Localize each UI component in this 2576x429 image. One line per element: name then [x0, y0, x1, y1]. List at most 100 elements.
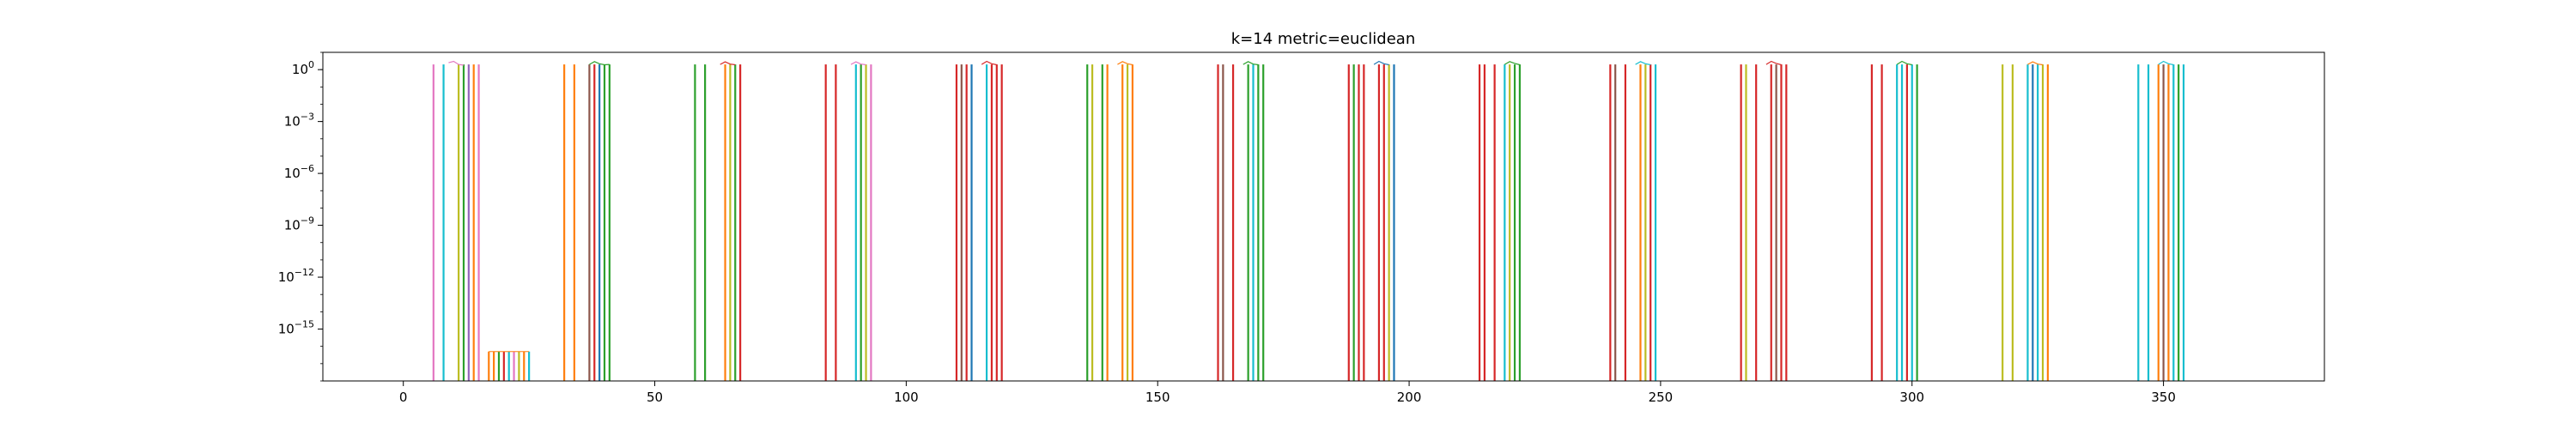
- low-bar: [488, 351, 490, 381]
- bar: [442, 64, 445, 381]
- bar: [2182, 64, 2185, 381]
- bar: [1377, 64, 1381, 381]
- bar: [603, 64, 606, 381]
- bar: [2046, 64, 2049, 381]
- peak-line: [2158, 60, 2174, 66]
- bar: [1262, 64, 1265, 381]
- bar: [1352, 64, 1355, 381]
- bar: [704, 64, 707, 381]
- y-axis: 100 10−3 10−6 10−9 10−12 10−15: [278, 51, 323, 382]
- peak-line: [1117, 61, 1133, 66]
- bar: [1513, 64, 1516, 381]
- x-tick-label: 0: [399, 390, 408, 405]
- bar: [990, 64, 993, 381]
- y-tick-label: 100: [292, 59, 314, 77]
- bar: [2026, 64, 2029, 381]
- bar: [1086, 64, 1089, 381]
- peak-line: [2027, 61, 2044, 66]
- bar: [985, 64, 988, 381]
- bar: [1896, 64, 1899, 381]
- bar: [1509, 64, 1511, 381]
- plot-frame: [322, 51, 2325, 382]
- x-tick-label: 250: [1649, 390, 1674, 405]
- bar: [1654, 64, 1657, 381]
- bar: [1231, 64, 1235, 381]
- low-bar: [493, 351, 495, 381]
- plot-area: 0 50 100 150 200 250 300 350 100 10−3 10−6 10−9 10−…: [278, 51, 2325, 405]
- bar: [955, 64, 958, 381]
- bar: [2178, 64, 2180, 381]
- bar: [1257, 64, 1260, 381]
- bar: [729, 64, 732, 381]
- bar: [1870, 64, 1873, 381]
- plot-background: [323, 52, 2324, 381]
- low-bar: [528, 351, 531, 381]
- bar: [1483, 64, 1486, 381]
- low-bar: [497, 351, 501, 381]
- bar: [1252, 64, 1255, 381]
- bar: [573, 64, 575, 381]
- peak-line: [1504, 61, 1521, 66]
- peak-line: [850, 61, 866, 66]
- bar: [2172, 64, 2175, 381]
- bars-layer: [432, 64, 2185, 381]
- bar: [970, 64, 973, 381]
- bar: [734, 64, 737, 381]
- bar: [1770, 64, 1772, 381]
- bar: [467, 64, 470, 381]
- y-tick-label: 10−6: [284, 163, 314, 181]
- bar: [1000, 64, 1003, 381]
- bar: [593, 64, 596, 381]
- peak-line: [720, 61, 736, 66]
- bar: [1106, 64, 1109, 381]
- bar: [1775, 64, 1777, 381]
- bar: [1388, 64, 1390, 381]
- bar: [824, 64, 827, 381]
- bar: [462, 64, 465, 381]
- bar: [1382, 64, 1385, 381]
- bar: [995, 64, 998, 381]
- x-tick-label: 350: [2151, 390, 2176, 405]
- bar: [2002, 64, 2004, 381]
- y-tick-label: 10−3: [284, 112, 314, 130]
- bar: [477, 64, 480, 381]
- bar: [2011, 64, 2014, 381]
- bar: [1905, 64, 1908, 381]
- x-tick-label: 200: [1397, 390, 1422, 405]
- bar: [432, 64, 434, 381]
- bar: [1217, 64, 1219, 381]
- bar: [588, 64, 591, 381]
- bar: [1780, 64, 1783, 381]
- x-tick-label: 300: [1899, 390, 1924, 405]
- peak-line: [981, 60, 997, 66]
- chart-title: k=14 metric=euclidean: [1231, 30, 1416, 48]
- peak-line: [1635, 61, 1651, 66]
- bar: [1609, 64, 1612, 381]
- bar: [2162, 64, 2165, 381]
- bar: [739, 64, 742, 381]
- bar: [2032, 64, 2034, 381]
- peak-lines-layer: [448, 60, 2174, 66]
- bar: [1649, 64, 1652, 381]
- bar: [694, 64, 696, 381]
- bar: [1126, 64, 1129, 381]
- bar: [1222, 64, 1224, 381]
- bar: [1644, 64, 1647, 381]
- bar: [1121, 64, 1124, 381]
- peak-line: [1242, 61, 1259, 66]
- y-tick-label: 10−12: [278, 267, 314, 285]
- bar: [458, 64, 460, 381]
- bar: [1504, 64, 1506, 381]
- bar: [1358, 64, 1360, 381]
- x-tick-label: 100: [894, 390, 919, 405]
- bar: [870, 64, 872, 381]
- bar: [1614, 64, 1617, 381]
- low-bar: [518, 351, 520, 381]
- bar: [1393, 64, 1395, 381]
- bar: [1247, 64, 1249, 381]
- bar: [1639, 64, 1642, 381]
- x-tick-label: 150: [1145, 390, 1170, 405]
- peak-line: [1896, 60, 1912, 66]
- peak-line: [589, 61, 610, 66]
- bar: [2041, 64, 2044, 381]
